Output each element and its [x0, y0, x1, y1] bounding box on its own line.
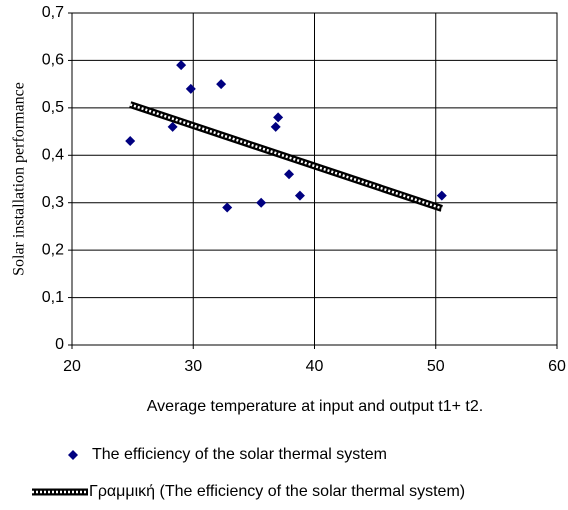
y-tick-label: 0,5 — [42, 99, 64, 116]
x-tick-label: 50 — [427, 358, 445, 375]
point — [216, 79, 227, 90]
point — [176, 60, 187, 71]
y-tick-label: 0,6 — [42, 52, 64, 69]
y-tick-label: 0,4 — [42, 147, 64, 164]
y-tick-label: 0,3 — [42, 194, 64, 211]
x-tick-label: 30 — [184, 358, 202, 375]
point — [284, 169, 295, 180]
point — [270, 121, 281, 132]
y-tick-label: 0,2 — [42, 241, 64, 258]
point — [273, 112, 284, 123]
y-tick-label: 0,1 — [42, 289, 64, 306]
legend-label: The efficiency of the solar thermal syst… — [92, 446, 387, 463]
plot-border — [71, 12, 558, 346]
point — [125, 136, 136, 147]
x-tick-label: 20 — [63, 358, 81, 375]
y-axis-label: Solar installation performance — [11, 82, 28, 276]
trend-line-pattern — [129, 103, 443, 210]
legend-marker — [68, 450, 78, 460]
x-tick-label: 40 — [306, 358, 324, 375]
legend-label: Γραμμική (The efficiency of the solar th… — [89, 483, 465, 500]
x-tick-label: 60 — [548, 358, 566, 375]
point — [167, 121, 178, 132]
point — [436, 190, 447, 201]
point — [222, 202, 233, 213]
x-axis-label: Average temperature at input and output … — [147, 398, 483, 415]
y-tick-label: 0 — [55, 336, 64, 353]
y-tick-label: 0,7 — [42, 4, 64, 21]
point — [256, 197, 267, 208]
point — [294, 190, 305, 201]
point — [185, 83, 196, 94]
